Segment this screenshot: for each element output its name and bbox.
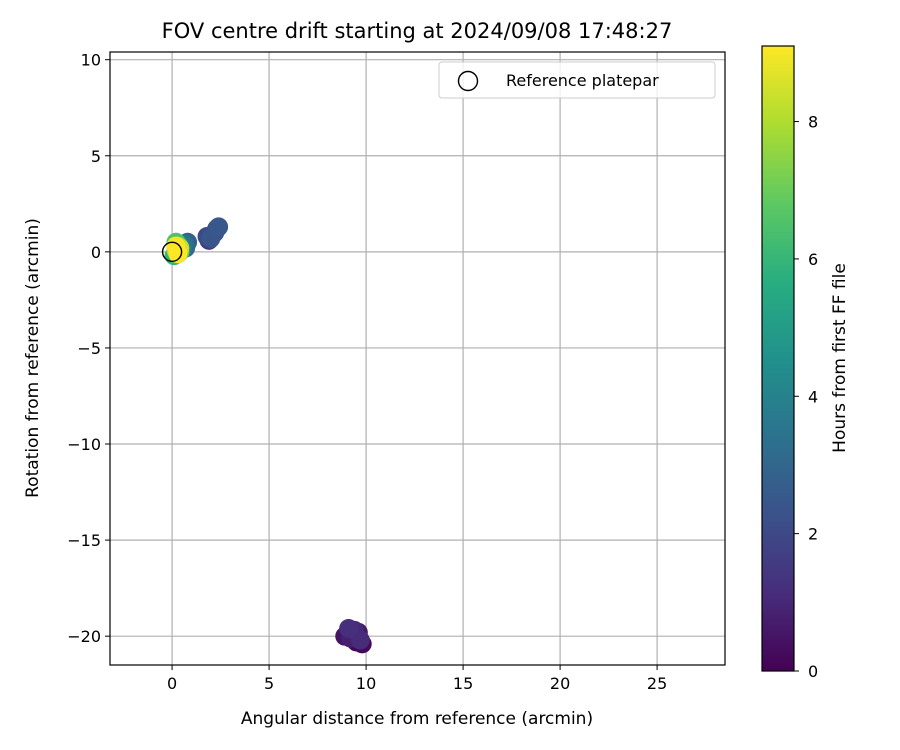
plot-frame bbox=[109, 51, 726, 666]
x-tick-label: 0 bbox=[167, 674, 177, 693]
y-tick-label: 10 bbox=[81, 51, 101, 70]
x-axis-ticks: 0 5 10 15 20 25 bbox=[167, 665, 667, 693]
y-axis-ticks: −20 −15 −10 −5 0 5 10 bbox=[67, 51, 110, 646]
legend-entry-reference: Reference platepar bbox=[506, 71, 659, 90]
x-axis-label: Angular distance from reference (arcmin) bbox=[241, 709, 593, 729]
x-tick-label: 5 bbox=[264, 674, 274, 693]
x-tick-label: 25 bbox=[647, 674, 667, 693]
colorbar: 0 2 4 6 8 Hours from first FF file bbox=[761, 45, 850, 681]
y-tick-label: 0 bbox=[91, 243, 101, 262]
colorbar-tick-label: 8 bbox=[808, 113, 818, 132]
y-tick-label: 5 bbox=[91, 147, 101, 166]
colorbar-gradient bbox=[761, 45, 795, 672]
colorbar-tick-label: 2 bbox=[808, 525, 818, 544]
x-tick-label: 15 bbox=[453, 674, 473, 693]
colorbar-ticks: 0 2 4 6 8 bbox=[794, 113, 818, 681]
y-tick-label: −20 bbox=[67, 627, 101, 646]
colorbar-tick-label: 0 bbox=[808, 662, 818, 681]
legend-marker-icon bbox=[457, 70, 479, 92]
colorbar-label: Hours from first FF file bbox=[830, 263, 850, 453]
x-tick-label: 10 bbox=[356, 674, 376, 693]
data-point bbox=[168, 244, 188, 264]
reference-marker bbox=[161, 241, 183, 263]
y-tick-label: −15 bbox=[67, 531, 101, 550]
legend-box bbox=[438, 61, 716, 99]
colorbar-tick-label: 6 bbox=[808, 250, 818, 269]
legend: Reference platepar bbox=[438, 61, 716, 99]
data-point bbox=[350, 630, 370, 650]
colorbar-tick-label: 4 bbox=[808, 387, 818, 406]
data-points bbox=[164, 217, 372, 654]
reference-marker-group bbox=[161, 241, 183, 263]
data-point bbox=[209, 217, 229, 237]
y-tick-label: −10 bbox=[67, 435, 101, 454]
y-tick-label: −5 bbox=[77, 339, 101, 358]
x-tick-label: 20 bbox=[550, 674, 570, 693]
grid-lines bbox=[110, 52, 725, 665]
chart-title: FOV centre drift starting at 2024/09/08 … bbox=[162, 19, 673, 43]
data-point bbox=[339, 618, 359, 638]
y-axis-label: Rotation from reference (arcmin) bbox=[23, 218, 43, 498]
